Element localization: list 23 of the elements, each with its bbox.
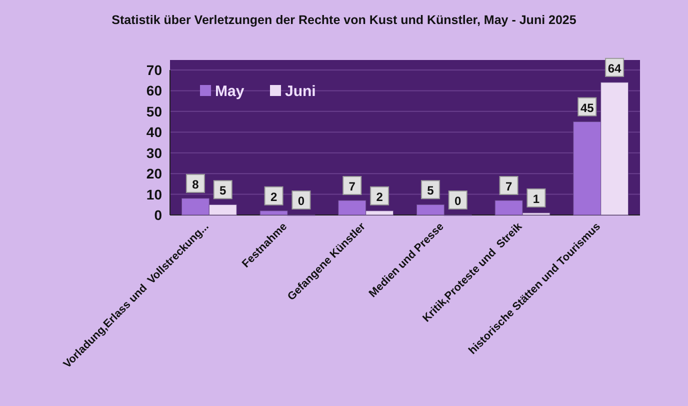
data-label: 1 bbox=[532, 192, 540, 206]
legend-label: Juni bbox=[285, 83, 316, 100]
y-tick-label: 50 bbox=[146, 103, 162, 120]
data-label: 64 bbox=[608, 61, 622, 76]
data-label: 7 bbox=[505, 180, 512, 194]
y-tick-label: 20 bbox=[146, 166, 162, 182]
y-tick-label: 0 bbox=[154, 207, 162, 223]
data-label: 5 bbox=[220, 184, 227, 198]
data-label: 5 bbox=[427, 184, 434, 198]
y-tick-label: 60 bbox=[146, 82, 162, 99]
y-tick-label: 70 bbox=[146, 62, 162, 78]
y-tick-label: 30 bbox=[146, 144, 162, 161]
data-label: 7 bbox=[348, 180, 356, 194]
data-label: 2 bbox=[270, 190, 278, 204]
data-label: 45 bbox=[580, 100, 594, 115]
data-label: 2 bbox=[376, 190, 384, 204]
chart-title: Statistik über Verletzungen der Rechte von Kust und Künstler, May - Juni 2025 bbox=[112, 13, 576, 27]
y-tick-label: 40 bbox=[146, 124, 162, 140]
y-tick-label: 10 bbox=[146, 186, 162, 202]
data-label: 8 bbox=[192, 177, 200, 192]
data-label: 0 bbox=[454, 194, 462, 208]
data-label: 0 bbox=[298, 194, 305, 208]
legend-label: May bbox=[215, 83, 245, 100]
